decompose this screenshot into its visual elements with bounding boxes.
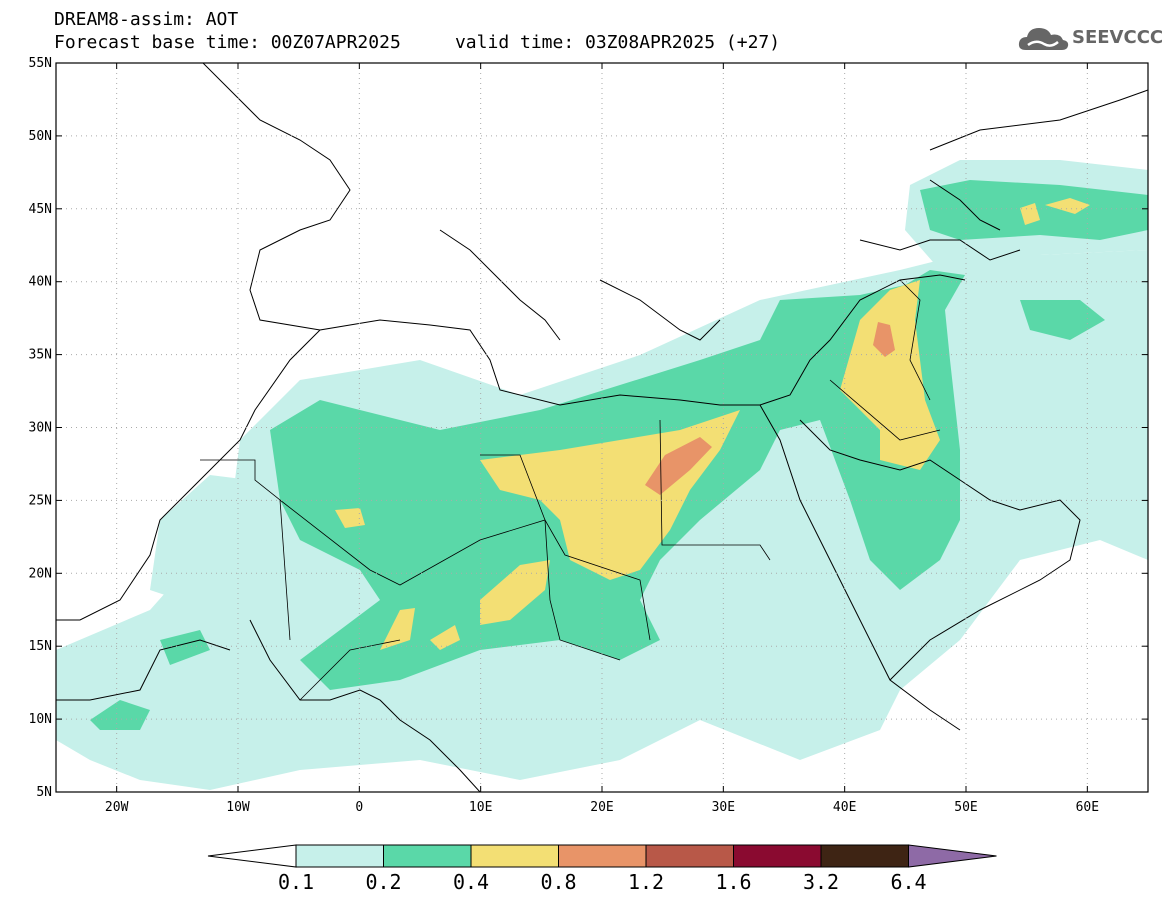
lat-label: 15N: [29, 639, 52, 654]
lon-label: 50E: [954, 800, 977, 815]
country-borders: [200, 279, 941, 701]
lat-label: 55N: [29, 56, 52, 71]
colorbar-box: [820, 844, 909, 868]
lon-label: 30E: [712, 800, 735, 815]
colorbar-box: [470, 844, 559, 868]
lat-lon-grid: [56, 63, 1148, 792]
lon-label: 60E: [1076, 800, 1099, 815]
lat-label: 40N: [29, 275, 52, 290]
colorbar-boxes: [207, 844, 997, 868]
lat-label: 30N: [29, 421, 52, 436]
colorbar-threshold-label: 1.6: [715, 870, 751, 894]
lon-label: 0: [355, 800, 363, 815]
colorbar-threshold-label: 0.1: [278, 870, 314, 894]
colorbar-box: [383, 844, 472, 868]
lat-label: 35N: [29, 348, 52, 363]
coastlines-borders: [56, 63, 1148, 792]
lon-label: 10W: [226, 800, 250, 815]
lon-label: 20E: [590, 800, 613, 815]
cloud-icon: [1018, 28, 1069, 50]
colorbar-over-arrow: [908, 844, 997, 868]
lat-label: 45N: [29, 202, 52, 217]
lat-label: 5N: [36, 785, 52, 800]
colorbar-labels: 0.1 0.2 0.4 0.8 1.2 1.6 3.2 6.4: [278, 870, 927, 894]
lat-label: 20N: [29, 566, 52, 581]
colorbar-threshold-label: 0.8: [540, 870, 576, 894]
forecast-time-info: Forecast base time: 00Z07APR2025 valid t…: [54, 32, 781, 53]
map-title: DREAM8-assim: AOT: [54, 9, 239, 30]
latitude-labels: 5N 10N 15N 20N 25N 30N 35N 40N 45N 50N 55N: [29, 56, 52, 800]
seevccc-logo: SEEVCCC: [1018, 24, 1163, 54]
colorbar-box: [645, 844, 734, 868]
colorbar-under-arrow: [207, 844, 297, 868]
colorbar-threshold-label: 0.2: [365, 870, 401, 894]
colorbar-threshold-label: 1.2: [628, 870, 664, 894]
axis-ticks: [56, 62, 1148, 793]
lat-label: 10N: [29, 712, 52, 727]
lat-label: 50N: [29, 129, 52, 144]
colorbar-box: [295, 844, 384, 868]
lon-label: 40E: [833, 800, 856, 815]
lon-label: 20W: [105, 800, 129, 815]
aot-field: [56, 160, 1148, 790]
logo-text: SEEVCCC: [1072, 27, 1164, 48]
lat-label: 25N: [29, 493, 52, 508]
colorbar-threshold-label: 6.4: [890, 870, 926, 894]
longitude-labels: 20W 10W 0 10E 20E 30E 40E 50E 60E: [105, 800, 1099, 815]
colorbar-threshold-label: 3.2: [803, 870, 839, 894]
colorbar-box: [558, 844, 647, 868]
colorbar-threshold-label: 0.4: [453, 870, 489, 894]
colorbar-box: [733, 844, 822, 868]
lon-label: 10E: [469, 800, 492, 815]
